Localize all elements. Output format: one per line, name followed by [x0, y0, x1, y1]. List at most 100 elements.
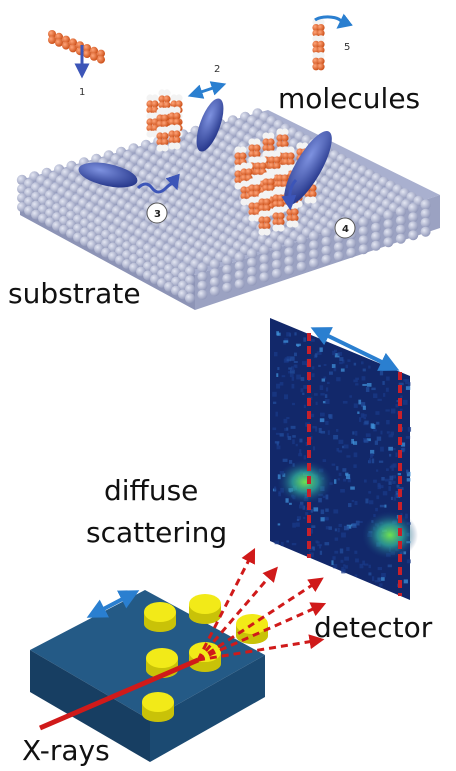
substrate-atom — [222, 273, 233, 284]
molecule-atom — [268, 150, 276, 158]
noise-speckle — [312, 446, 316, 451]
noise-speckle — [355, 558, 359, 563]
molecule-atom — [156, 114, 164, 122]
substrate-atom — [408, 221, 419, 232]
noise-speckle — [351, 499, 355, 502]
substrate-atom — [222, 255, 233, 266]
molecule-atom — [287, 146, 295, 154]
noise-speckle — [296, 344, 300, 347]
noise-speckle — [390, 431, 395, 436]
noise-speckle — [344, 556, 349, 561]
noise-speckle — [362, 414, 367, 417]
molecule-atom — [168, 118, 176, 126]
noise-speckle — [373, 393, 378, 399]
molecule-atom — [234, 170, 242, 178]
noise-speckle — [280, 541, 284, 547]
noise-speckle — [346, 524, 352, 529]
noise-speckle — [284, 338, 289, 343]
noise-speckle — [381, 577, 385, 581]
molecule-atom — [277, 224, 285, 232]
molecule-atom — [273, 156, 281, 164]
noise-speckle — [272, 401, 277, 404]
substrate-atoms — [16, 108, 431, 304]
noise-speckle — [385, 387, 389, 392]
noise-speckle — [278, 491, 281, 495]
noise-speckle — [379, 504, 385, 508]
molecule-atom — [287, 158, 295, 166]
molecule-atom — [317, 46, 325, 54]
noise-speckle — [368, 365, 371, 369]
noise-speckle — [303, 385, 308, 389]
noise-speckle — [350, 486, 355, 490]
step-number-3: 3 — [154, 209, 161, 220]
noise-speckle — [325, 420, 329, 425]
molecule-atom — [248, 144, 256, 152]
molecule-atom — [158, 89, 166, 97]
noise-speckle — [294, 332, 297, 336]
molecule-atom — [248, 214, 256, 222]
noise-speckle — [298, 504, 304, 509]
noise-speckle — [397, 473, 402, 476]
noise-speckle — [310, 509, 313, 513]
molecule-atom — [248, 156, 256, 164]
substrate-atom — [246, 248, 258, 259]
noise-speckle — [296, 516, 302, 520]
molecule-atom — [259, 162, 267, 170]
molecule-atom — [253, 138, 261, 146]
island-top — [146, 648, 178, 668]
step-number-1: 1 — [79, 87, 85, 98]
noise-speckle — [392, 447, 396, 451]
molecule-atom — [62, 35, 70, 44]
detector-noise — [272, 331, 412, 588]
noise-speckle — [345, 364, 348, 369]
molecule-atom — [281, 140, 289, 148]
molecule-atom — [48, 30, 56, 38]
noise-speckle — [360, 413, 365, 418]
scattering-peak-left — [277, 460, 333, 504]
noise-speckle — [376, 495, 380, 500]
molecule-atom — [267, 132, 275, 140]
molecule-atom — [276, 140, 284, 148]
noise-speckle — [344, 565, 348, 569]
molecule-atom — [234, 158, 242, 166]
noise-speckle — [334, 550, 339, 554]
molecule-atom — [276, 180, 284, 188]
molecule-atom — [146, 124, 154, 132]
substrate-atom — [358, 226, 369, 237]
diffusion-arrow-2 — [187, 81, 227, 99]
molecule-atom — [173, 106, 181, 114]
noise-speckle — [277, 332, 281, 336]
molecule-atom — [258, 222, 266, 230]
noise-speckle — [340, 559, 344, 563]
noise-speckle — [319, 418, 325, 423]
noise-speckle — [288, 460, 293, 464]
noise-speckle — [342, 468, 347, 472]
substrate-atom — [321, 254, 332, 265]
molecule-atom — [55, 32, 63, 41]
noise-speckle — [286, 332, 291, 337]
molecule-atom — [248, 196, 256, 204]
molecule-atom — [156, 138, 164, 146]
noise-speckle — [395, 491, 399, 495]
noise-speckle — [292, 402, 295, 406]
noise-speckle — [377, 577, 381, 582]
substrate-atom — [309, 249, 319, 260]
molecule-atom — [156, 108, 164, 116]
noise-speckle — [333, 435, 339, 440]
noise-speckle — [340, 488, 345, 493]
noise-speckle — [319, 550, 323, 555]
noise-speckle — [358, 399, 362, 405]
molecule-atom — [146, 94, 154, 102]
noise-speckle — [347, 359, 351, 362]
noise-speckle — [336, 447, 340, 452]
noise-speckle — [334, 537, 339, 541]
molecule-1-atoms — [48, 30, 105, 64]
molecule-atom — [62, 41, 70, 50]
substrate-atom — [408, 230, 419, 241]
molecule-atom — [282, 152, 290, 160]
molecule-atom — [168, 142, 176, 150]
noise-speckle — [283, 418, 288, 424]
noise-speckle — [322, 459, 327, 463]
molecule-atom — [168, 106, 176, 114]
scattered-rays — [196, 547, 327, 662]
